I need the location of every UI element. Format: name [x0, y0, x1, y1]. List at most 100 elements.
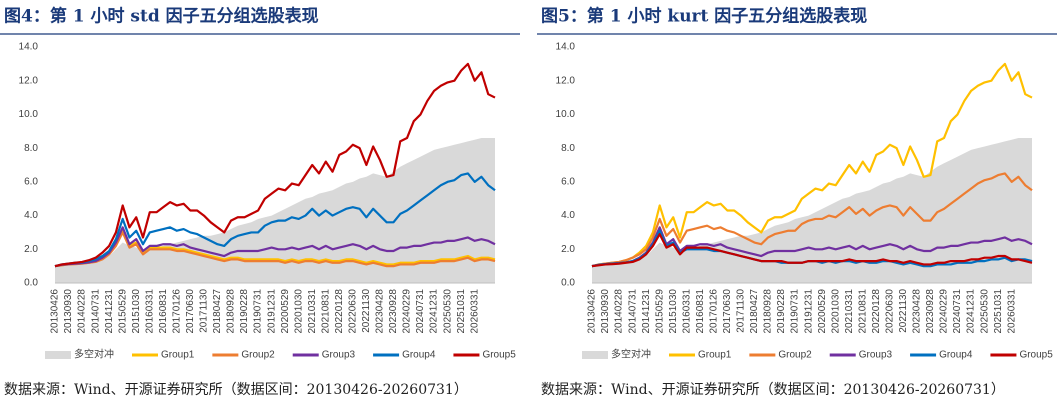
x-tick-label: 20180928	[763, 289, 774, 334]
x-tick-label: 20140228	[614, 289, 625, 334]
x-tick-label: 20130426	[50, 289, 61, 334]
y-tick-label: 8.0	[561, 143, 575, 154]
legend-label: Group4	[402, 350, 436, 361]
x-tick-label: 20130930	[600, 289, 611, 334]
x-tick-label: 20240731	[415, 289, 426, 334]
legend-label: Group1	[161, 350, 195, 361]
line-series	[54, 226, 496, 268]
line-series	[54, 62, 496, 268]
y-tick-label: 4.0	[561, 210, 575, 221]
x-tick-label: 20130426	[587, 289, 598, 334]
x-tick-label: 20150529	[117, 289, 128, 334]
legend-label: 多空对冲	[611, 348, 651, 361]
x-tick-label: 20190228	[239, 289, 250, 334]
x-tick-label: 20150529	[654, 289, 665, 334]
y-tick-label: 8.0	[24, 143, 38, 154]
x-tick-label: 20240731	[952, 289, 963, 334]
x-tick-label: 20160831	[695, 289, 706, 334]
x-tick-label: 20241231	[429, 289, 440, 334]
x-tick-label: 20171130	[199, 289, 210, 333]
y-tick-label: 2.0	[561, 244, 575, 255]
legend-label: Group5	[1019, 350, 1053, 361]
y-tick-label: 0.0	[561, 278, 575, 289]
x-tick-label: 20170630	[185, 289, 196, 334]
x-tick-label: 20220128	[334, 289, 345, 334]
legend-label: Group2	[778, 350, 812, 361]
y-tick-label: 4.0	[24, 210, 38, 221]
x-tick-label: 20160331	[144, 289, 155, 334]
chart-title: 图4：第 1 小时 std 因子五分组选股表现	[4, 6, 319, 27]
x-tick-label: 20220630	[347, 289, 358, 334]
x-tick-label: 20201030	[293, 289, 304, 334]
y-tick-label: 14.0	[556, 42, 576, 53]
legend-label: Group1	[698, 350, 732, 361]
legend-label: Group5	[482, 350, 516, 361]
line-series	[591, 233, 1033, 268]
source-note: 数据来源：Wind、开源证券研究所（数据区间：20130426-20260731…	[4, 382, 468, 398]
legend-label: Group2	[241, 350, 275, 361]
x-tick-label: 20151030	[131, 289, 142, 334]
x-tick-label: 20140228	[77, 289, 88, 334]
source-note: 数据来源：Wind、开源证券研究所（数据区间：20130426-20260731…	[541, 382, 1005, 398]
x-tick-label: 20230428	[912, 289, 923, 334]
line-series	[54, 172, 496, 268]
x-tick-label: 20210831	[857, 289, 868, 334]
x-tick-label: 20220630	[884, 289, 895, 334]
x-tick-label: 20180427	[749, 289, 760, 334]
x-tick-label: 20200529	[817, 289, 828, 334]
y-tick-label: 6.0	[24, 176, 38, 187]
legend-swatch	[582, 351, 608, 359]
x-tick-label: 20141231	[104, 289, 115, 334]
line-series	[54, 231, 496, 268]
x-tick-label: 20251031	[456, 289, 467, 334]
x-tick-label: 20180928	[226, 289, 237, 334]
chart-panel: 图4：第 1 小时 std 因子五分组选股表现 0.0 2.0 4.0 6.0 8.0 10…	[0, 6, 520, 398]
y-tick-label: 10.0	[19, 109, 39, 120]
x-tick-label: 20190731	[790, 289, 801, 334]
x-tick-label: 20170630	[722, 289, 733, 334]
line-series	[591, 172, 1033, 268]
x-tick-label: 20260331	[469, 289, 480, 334]
x-tick-label: 20250530	[979, 289, 990, 334]
legend-label: Group3	[322, 350, 356, 361]
y-tick-label: 12.0	[556, 75, 576, 86]
legend-label: 多空对冲	[74, 348, 114, 361]
y-tick-label: 6.0	[561, 176, 575, 187]
x-tick-label: 20151030	[668, 289, 679, 334]
x-tick-label: 20130930	[63, 289, 74, 334]
x-tick-label: 20141231	[641, 289, 652, 334]
x-tick-label: 20201030	[830, 289, 841, 334]
x-tick-label: 20190228	[776, 289, 787, 334]
x-tick-label: 20191231	[266, 289, 277, 334]
x-tick-label: 20191231	[803, 289, 814, 334]
x-tick-label: 20250530	[442, 289, 453, 334]
x-tick-label: 20210331	[307, 289, 318, 334]
x-tick-label: 20170126	[708, 289, 719, 334]
chart-title: 图5：第 1 小时 kurt 因子五分组选股表现	[541, 6, 867, 27]
y-tick-label: 14.0	[19, 42, 39, 53]
x-tick-label: 20180427	[212, 289, 223, 334]
x-tick-label: 20240229	[939, 289, 950, 334]
x-tick-label: 20210331	[844, 289, 855, 334]
x-tick-label: 20230428	[375, 289, 386, 334]
x-tick-label: 20230928	[925, 289, 936, 334]
y-tick-label: 10.0	[556, 109, 576, 120]
x-tick-label: 20241231	[966, 289, 977, 334]
x-tick-label: 20251031	[993, 289, 1004, 334]
x-tick-label: 20190731	[253, 289, 264, 334]
x-tick-label: 20140731	[90, 289, 101, 334]
x-tick-label: 20221130	[898, 289, 909, 333]
legend-swatch	[45, 351, 71, 359]
x-tick-label: 20230928	[388, 289, 399, 334]
x-tick-label: 20210831	[320, 289, 331, 334]
x-tick-label: 20221130	[361, 289, 372, 333]
x-tick-label: 20220128	[871, 289, 882, 334]
y-tick-label: 0.0	[24, 278, 38, 289]
x-tick-label: 20160331	[681, 289, 692, 334]
x-tick-label: 20170126	[171, 289, 182, 334]
legend-label: Group3	[859, 350, 893, 361]
y-tick-label: 12.0	[19, 75, 39, 86]
x-tick-label: 20240229	[402, 289, 413, 334]
y-tick-label: 2.0	[24, 244, 38, 255]
